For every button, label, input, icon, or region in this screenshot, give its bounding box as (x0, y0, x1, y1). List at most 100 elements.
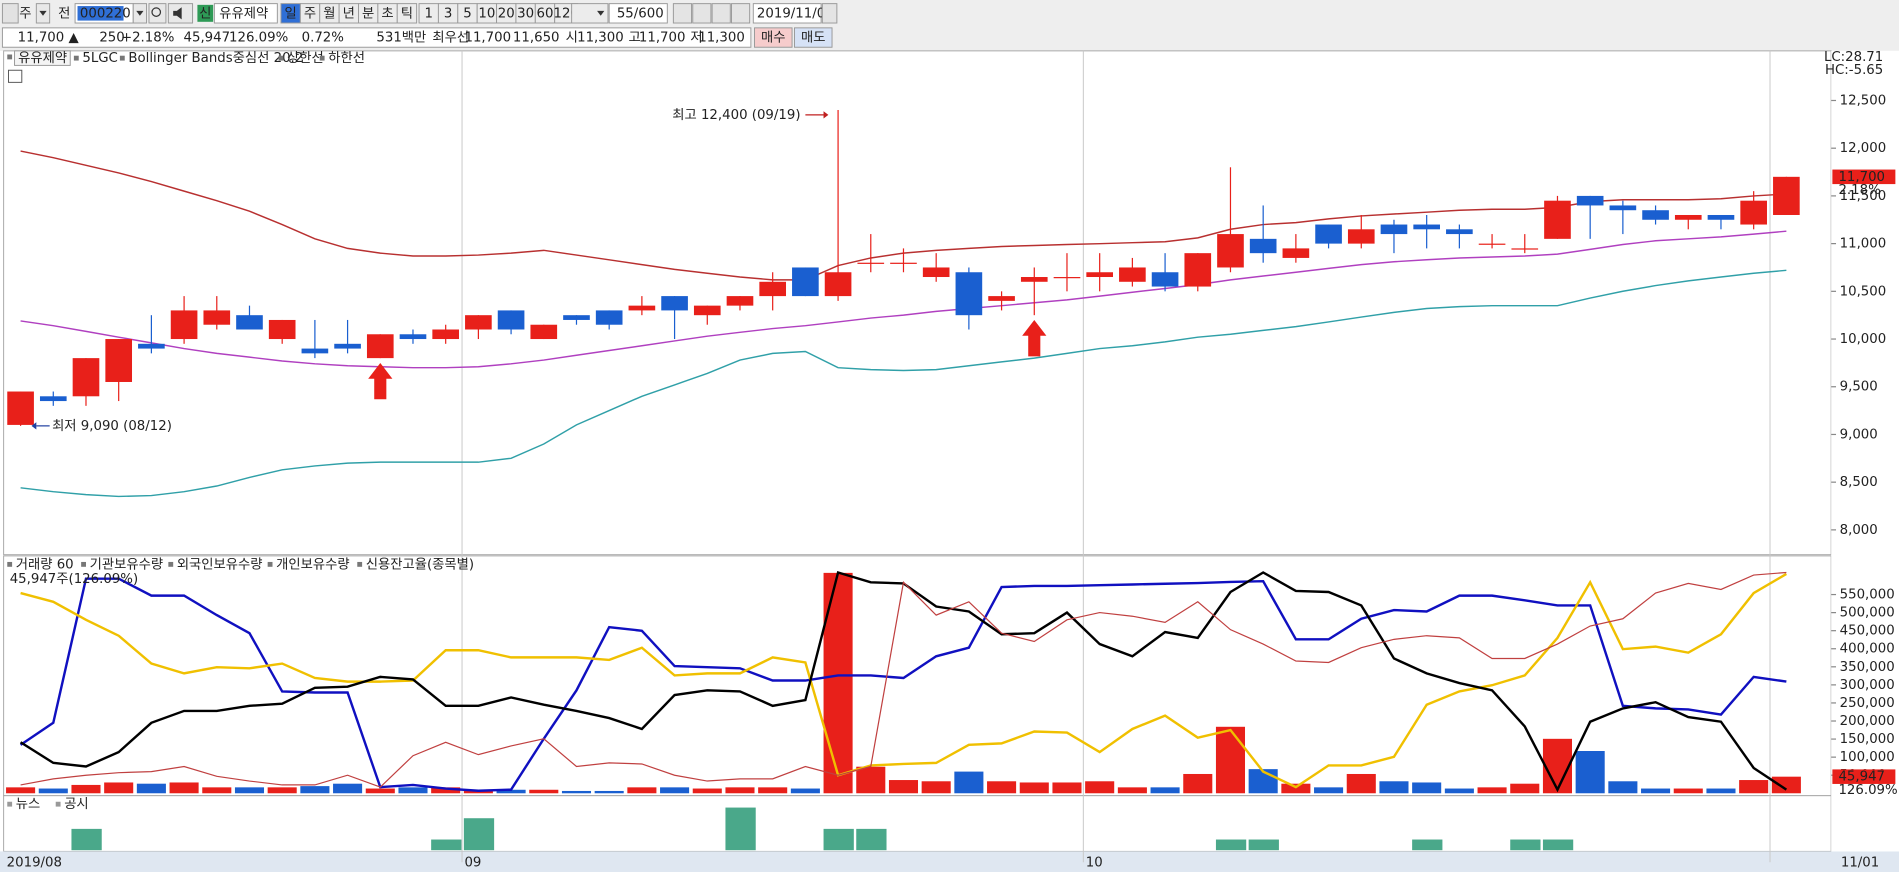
interval-label[interactable]: 5 (463, 6, 471, 21)
y-tick-label: 300,000 (1840, 678, 1895, 693)
quote-item: +2.18% (121, 31, 174, 46)
candle-body (1511, 248, 1539, 250)
volume-bar (1314, 787, 1344, 794)
calendar-button[interactable] (821, 3, 838, 24)
volume-bar (136, 783, 166, 794)
volume-bar (234, 787, 265, 794)
count-text[interactable]: 55/600 (617, 6, 664, 21)
quote-item: 11,700 (464, 31, 511, 46)
band-line (20, 230, 1787, 369)
candle-body (399, 334, 427, 340)
legend-entry: 공시 (64, 797, 89, 812)
legend-marker (7, 54, 13, 60)
y-tick-label: 10,500 (1840, 284, 1887, 299)
period-label[interactable]: 초 (381, 6, 393, 21)
annotation: 최고 12,400 (09/19) (672, 107, 800, 123)
tool-button[interactable] (711, 3, 731, 24)
search-button[interactable] (148, 3, 167, 24)
quote-item: 고 (629, 31, 641, 46)
volume-bar (71, 784, 101, 794)
y-tick-label: 350,000 (1840, 660, 1895, 675)
candle-body (203, 310, 231, 325)
interval-label[interactable]: 30 (517, 6, 534, 21)
candle-body (726, 296, 754, 306)
legend-entry: 거래량 60 (16, 556, 74, 572)
interval-label[interactable]: 3 (444, 6, 452, 21)
quote-item: 11,650 (513, 31, 560, 46)
candle-body (7, 391, 34, 425)
candle-body (988, 296, 1015, 301)
last-volume-box (1832, 769, 1896, 784)
candle-body (595, 310, 623, 325)
holding-line (19, 577, 1787, 792)
period-button[interactable] (396, 3, 418, 24)
news-bar (1248, 839, 1279, 851)
legend-marker (81, 561, 86, 567)
y-tick-label: 500,000 (1840, 606, 1895, 621)
dropdown[interactable] (571, 3, 609, 24)
legend-marker (119, 55, 125, 61)
period-label[interactable]: 주 (304, 6, 316, 21)
tool-button[interactable] (692, 3, 712, 24)
candle-body (72, 358, 100, 397)
interval-label[interactable]: 20 (498, 6, 515, 21)
candle-body (1053, 277, 1081, 279)
candle-body (661, 296, 688, 311)
volume-info: 45,947주(126.09%) (10, 572, 138, 587)
last-ratio: 126.09% (1838, 783, 1897, 798)
candle-body (1249, 238, 1277, 254)
legend-entry: 상한선 (287, 50, 324, 66)
volume-bar (921, 781, 951, 794)
news-bar (71, 828, 102, 851)
quote-item: 11,300 (577, 31, 624, 46)
menu-icon[interactable] (1, 3, 19, 24)
y-tick-label: 9,000 (1840, 427, 1878, 442)
candle-body (1773, 176, 1800, 215)
y-tick-label: 200,000 (1840, 714, 1895, 729)
y-tick-label: 400,000 (1840, 642, 1895, 657)
legend-title (14, 50, 71, 66)
period-label[interactable]: 틱 (401, 5, 413, 21)
legend-entry: 개인보유수량 (276, 556, 350, 572)
period-label[interactable]: 일 (285, 5, 297, 21)
order-button[interactable] (793, 27, 833, 48)
tool-button[interactable] (672, 3, 693, 24)
holding-line (20, 571, 1787, 788)
interval-label[interactable]: 10 (478, 6, 495, 21)
period-label[interactable]: 월 (323, 5, 335, 21)
volume-bar (202, 787, 232, 794)
date-text[interactable]: 2019/11/01 (757, 6, 834, 21)
candle-body (1609, 205, 1637, 211)
candle-body (138, 343, 165, 349)
candle-body (39, 396, 67, 402)
period-label[interactable]: 분 (362, 6, 374, 21)
news-bar (431, 839, 462, 851)
period-label[interactable]: 년 (343, 5, 355, 21)
volume-bar (104, 782, 134, 794)
badge (197, 4, 214, 22)
annotation: 최저 9,090 (08/12) (52, 418, 172, 434)
legend-entry: 하한선 (328, 50, 365, 66)
candle-body (922, 267, 950, 278)
candle-body (1315, 224, 1342, 244)
market-select[interactable]: 주 (19, 6, 31, 21)
order-button-label[interactable]: 매수 (761, 30, 786, 46)
quote-item: 531백만 (376, 30, 426, 46)
legend-marker (7, 561, 13, 567)
candle-body (1642, 210, 1669, 220)
interval-label[interactable]: 60 (537, 6, 554, 21)
date-field[interactable] (752, 3, 822, 24)
date-label: 2019/08 (7, 855, 62, 870)
order-button-label[interactable]: 매도 (801, 30, 826, 46)
candle-body (955, 272, 983, 316)
candle-body (1151, 272, 1179, 287)
interval-label[interactable]: 1 (424, 6, 432, 21)
panel-icon (7, 69, 23, 83)
order-button[interactable] (754, 27, 793, 48)
code-text[interactable]: 000220 (80, 6, 131, 21)
type-select[interactable]: 전 (58, 5, 70, 21)
volume-bar (561, 790, 592, 794)
y-tick-label: 8,000 (1840, 523, 1878, 538)
count-field[interactable] (608, 3, 668, 24)
tool-button[interactable] (731, 3, 751, 24)
